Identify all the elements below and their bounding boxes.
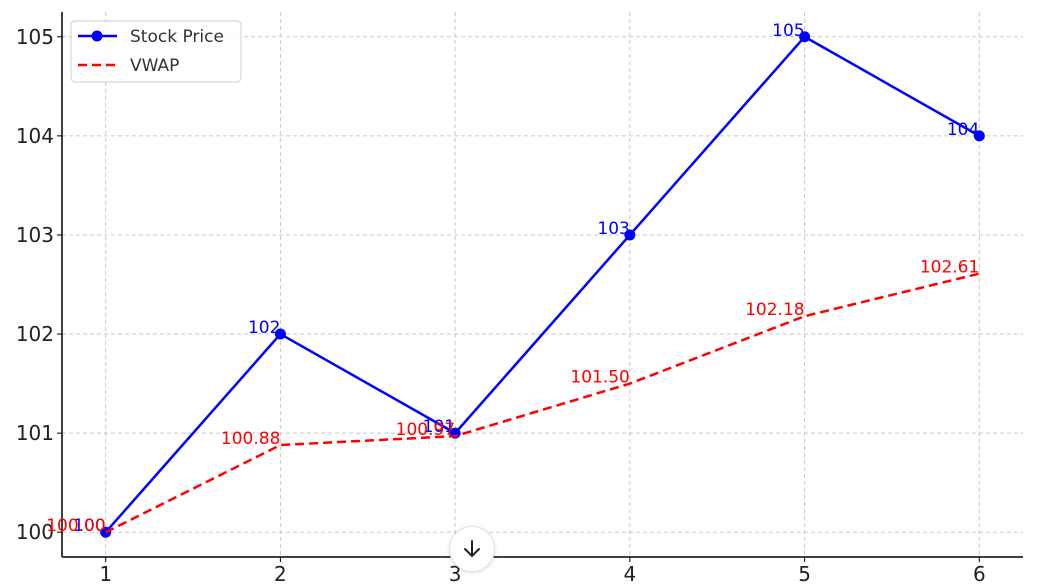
legend-label-vwap: VWAP (130, 56, 179, 76)
legend-marker (91, 30, 103, 42)
arrow-down-icon (464, 540, 480, 557)
vwap-data-label: 100.97 (396, 420, 455, 440)
vwap-data-label: 100.00 (46, 516, 105, 536)
y-tick-label: 100 (16, 520, 54, 544)
grid (62, 12, 1023, 557)
vwap-data-label: 101.50 (570, 368, 629, 388)
stock-price-point (799, 31, 811, 43)
stock-price-data-label: 102 (248, 318, 280, 338)
stock-price-point (973, 130, 985, 142)
x-tick-label: 4 (623, 562, 636, 586)
stock-price-point (274, 328, 286, 340)
series-line-stock-price (104, 35, 980, 534)
x-tick-label: 5 (798, 562, 811, 586)
series-line-vwap (105, 272, 980, 534)
stock-price-data-label: 105 (772, 21, 804, 41)
stock-price-point (624, 229, 636, 241)
x-tick-label: 1 (99, 562, 112, 586)
vwap-data-label: 102.61 (920, 258, 979, 278)
legend-label-stock-price: Stock Price (130, 27, 224, 47)
stock-price-data-label: 104 (947, 120, 979, 140)
stock-price-data-label: 103 (597, 219, 629, 239)
x-tick-label: 2 (274, 562, 287, 586)
vwap-data-label: 102.18 (745, 300, 804, 320)
y-tick-label: 105 (16, 25, 54, 49)
stock-price-data-label: 101 (423, 417, 455, 437)
stock-price-data-label: 100 (73, 516, 105, 536)
series (100, 31, 985, 538)
legend: Stock Price VWAP (70, 20, 242, 83)
y-tick-label: 104 (16, 124, 54, 148)
y-tick-label: 101 (16, 421, 54, 445)
scroll-down-button[interactable] (449, 526, 495, 572)
data-labels: 100 102 101 103 105 104 100.00 100.88 100.97 101.… (46, 21, 979, 536)
x-tick-label: 6 (973, 562, 986, 586)
y-tick-label: 103 (16, 223, 54, 247)
vwap-data-label: 100.88 (221, 429, 280, 449)
y-tick-label: 102 (16, 322, 54, 346)
